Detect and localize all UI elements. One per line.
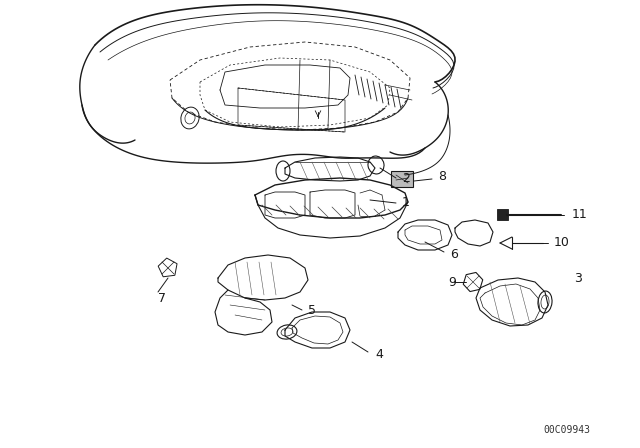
Text: 10: 10 bbox=[554, 237, 570, 250]
Text: 9: 9 bbox=[448, 276, 456, 289]
Text: 8: 8 bbox=[438, 169, 446, 182]
Text: 00C09943: 00C09943 bbox=[543, 425, 590, 435]
FancyBboxPatch shape bbox=[391, 171, 413, 187]
Text: 7: 7 bbox=[158, 292, 166, 305]
FancyBboxPatch shape bbox=[497, 210, 508, 220]
Text: 4: 4 bbox=[375, 349, 383, 362]
Text: 6: 6 bbox=[450, 249, 458, 262]
Text: 5: 5 bbox=[308, 303, 316, 316]
Text: 3: 3 bbox=[574, 271, 582, 284]
Text: 11: 11 bbox=[572, 208, 588, 221]
Text: 1: 1 bbox=[402, 197, 410, 210]
Text: 2: 2 bbox=[402, 172, 410, 185]
